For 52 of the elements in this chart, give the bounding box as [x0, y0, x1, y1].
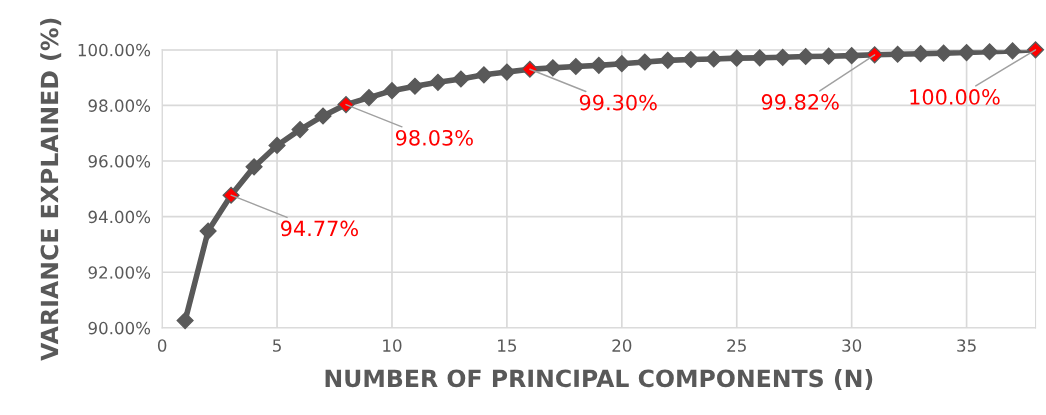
x-tick-label: 10 — [383, 339, 402, 352]
point — [199, 222, 217, 240]
x-tick-label: 25 — [727, 339, 746, 352]
y-tick-label: 90.00% — [88, 321, 151, 335]
y-tick-label: 94.00% — [88, 210, 151, 224]
data-label: 99.82% — [761, 94, 839, 110]
x-axis-title: NUMBER OF PRINCIPAL COMPONENTS (N) — [325, 369, 873, 391]
point — [544, 59, 562, 77]
point — [498, 63, 516, 81]
point — [866, 46, 884, 64]
x-tick-label: 15 — [498, 339, 517, 352]
point — [958, 44, 976, 62]
point — [935, 44, 953, 62]
point — [222, 186, 240, 204]
y-tick-label: 96.00% — [88, 154, 151, 168]
point — [751, 49, 769, 67]
point — [981, 43, 999, 61]
data-label: 100.00% — [910, 89, 1000, 105]
data-label: 98.03% — [395, 129, 473, 146]
y-axis-title: VARIANCE EXPLAINED (%) — [40, 18, 62, 361]
x-tick-label: 35 — [957, 339, 976, 352]
point — [360, 89, 378, 107]
point — [590, 56, 608, 74]
point — [774, 48, 792, 66]
point — [613, 55, 631, 73]
point — [1026, 41, 1045, 59]
point — [383, 82, 401, 100]
data-label: 99.30% — [579, 94, 657, 111]
data-label: 94.77% — [281, 220, 358, 237]
point — [176, 312, 194, 330]
point — [268, 136, 286, 155]
point — [406, 77, 424, 95]
point — [889, 45, 907, 63]
y-tick-label: 92.00% — [88, 266, 151, 279]
x-tick-label: 30 — [842, 339, 862, 352]
point — [521, 60, 539, 78]
point — [429, 73, 447, 91]
point — [475, 66, 493, 84]
point — [636, 53, 654, 71]
point — [245, 158, 263, 176]
point — [1004, 42, 1022, 60]
x-tick-label: 20 — [612, 339, 632, 352]
point — [337, 96, 355, 114]
point — [314, 107, 332, 125]
point — [452, 70, 470, 88]
x-tick-label: 0 — [157, 339, 167, 352]
point — [705, 50, 723, 68]
y-tick-label: 100.00% — [78, 43, 151, 57]
point — [291, 121, 309, 139]
y-tick-label: 98.00% — [88, 99, 151, 112]
point — [820, 47, 838, 65]
x-tick-label: 5 — [273, 339, 281, 352]
